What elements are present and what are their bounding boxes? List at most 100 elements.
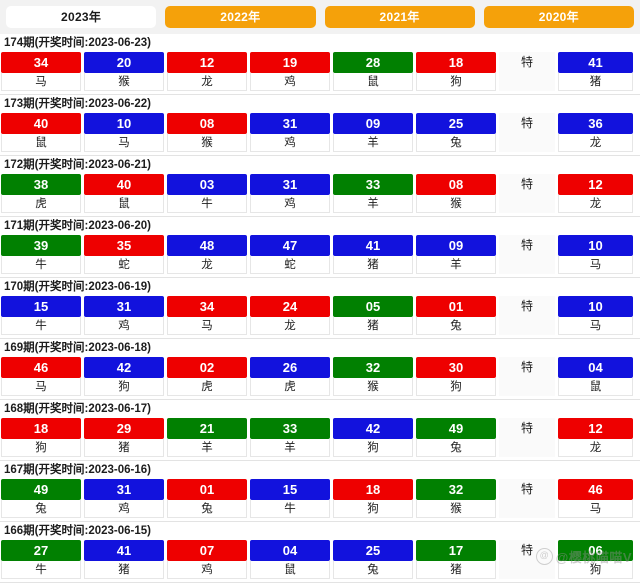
tab-year-2020[interactable]: 2020年 (483, 6, 634, 28)
draw-title: 170期(开奖时间:2023-06-19) (4, 281, 152, 293)
ball-cell: 03 牛 (167, 174, 247, 213)
ball-cell: 28 鼠 (333, 52, 413, 91)
ball-row: 40 鼠 10 马 08 猴 31 鸡 09 羊 25 兔 特 36 龙 (0, 113, 640, 155)
ball-cell: 46 马 (1, 357, 81, 396)
ball-number: 40 (84, 174, 164, 195)
ball-number: 21 (167, 418, 247, 439)
ball-zodiac: 羊 (250, 439, 330, 457)
ball-number: 25 (416, 113, 496, 134)
ball-zodiac: 鼠 (1, 134, 81, 152)
special-ball-cell: 10 马 (558, 296, 633, 335)
special-marker-column: 特 (499, 418, 555, 457)
ball-cell: 15 牛 (1, 296, 81, 335)
ball-number: 42 (333, 418, 413, 439)
ball-number: 12 (167, 52, 247, 73)
special-ball-zodiac: 鼠 (558, 378, 633, 396)
special-ball-cell: 12 龙 (558, 174, 633, 213)
ball-number: 46 (1, 357, 81, 378)
ball-number: 08 (167, 113, 247, 134)
special-ball-zodiac: 狗 (558, 561, 633, 579)
tab-year-2023[interactable]: 2023年 (6, 6, 157, 28)
tab-year-2022[interactable]: 2022年 (165, 6, 316, 28)
special-marker-label: 特 (520, 299, 533, 313)
special-ball-zodiac: 龙 (558, 134, 633, 152)
ball-zodiac: 牛 (250, 500, 330, 518)
special-ball-number: 10 (558, 235, 633, 256)
ball-zodiac: 猪 (84, 439, 164, 457)
ball-cell: 30 狗 (416, 357, 496, 396)
ball-cell: 34 马 (167, 296, 247, 335)
ball-number: 38 (1, 174, 81, 195)
ball-cell: 42 狗 (333, 418, 413, 457)
special-ball-number: 06 (558, 540, 633, 561)
ball-number: 20 (84, 52, 164, 73)
special-marker-column: 特 (499, 540, 555, 579)
ball-row: 27 牛 41 猪 07 鸡 04 鼠 25 兔 17 猪特 06 狗 (0, 540, 640, 582)
ball-zodiac: 虎 (1, 195, 81, 213)
draw-row: 171期(开奖时间:2023-06-20) 39 牛 35 蛇 48 龙 47 蛇 41 猪 09 羊特… (0, 217, 640, 278)
ball-number: 33 (250, 418, 330, 439)
special-ball-cell: 36 龙 (558, 113, 633, 152)
special-ball-zodiac: 龙 (558, 195, 633, 213)
ball-number: 31 (250, 174, 330, 195)
ball-cell: 01 兔 (416, 296, 496, 335)
ball-cell: 07 鸡 (167, 540, 247, 579)
ball-cell: 31 鸡 (84, 479, 164, 518)
ball-number: 26 (250, 357, 330, 378)
ball-number: 03 (167, 174, 247, 195)
ball-zodiac: 鸡 (250, 73, 330, 91)
ball-cell: 15 牛 (250, 479, 330, 518)
ball-zodiac: 狗 (333, 439, 413, 457)
ball-cell: 40 鼠 (84, 174, 164, 213)
ball-number: 02 (167, 357, 247, 378)
ball-cell: 19 鸡 (250, 52, 330, 91)
ball-cell: 05 猪 (333, 296, 413, 335)
ball-zodiac: 蛇 (250, 256, 330, 274)
special-marker-column: 特 (499, 296, 555, 335)
ball-zodiac: 兔 (1, 500, 81, 518)
ball-cell: 25 兔 (416, 113, 496, 152)
ball-zodiac: 狗 (84, 378, 164, 396)
ball-row: 18 狗 29 猪 21 羊 33 羊 42 狗 49 兔特 12 龙 (0, 418, 640, 460)
ball-zodiac: 鼠 (333, 73, 413, 91)
special-marker-column: 特 (499, 174, 555, 213)
ball-cell: 31 鸡 (250, 113, 330, 152)
ball-zodiac: 鸡 (250, 195, 330, 213)
ball-zodiac: 蛇 (84, 256, 164, 274)
special-ball-number: 36 (558, 113, 633, 134)
ball-cell: 40 鼠 (1, 113, 81, 152)
ball-number: 09 (333, 113, 413, 134)
ball-zodiac: 羊 (416, 256, 496, 274)
ball-cell: 20 猴 (84, 52, 164, 91)
draw-title: 169期(开奖时间:2023-06-18) (4, 342, 152, 354)
tab-year-2021[interactable]: 2021年 (324, 6, 475, 28)
ball-number: 42 (84, 357, 164, 378)
ball-cell: 18 狗 (333, 479, 413, 518)
special-ball-zodiac: 马 (558, 500, 633, 518)
ball-zodiac: 马 (167, 317, 247, 335)
special-ball-cell: 10 马 (558, 235, 633, 274)
ball-zodiac: 猪 (333, 317, 413, 335)
ball-number: 28 (333, 52, 413, 73)
ball-cell: 17 猪 (416, 540, 496, 579)
ball-cell: 31 鸡 (84, 296, 164, 335)
ball-cell: 24 龙 (250, 296, 330, 335)
draw-title: 166期(开奖时间:2023-06-15) (4, 525, 152, 537)
ball-cell: 31 鸡 (250, 174, 330, 213)
ball-number: 32 (333, 357, 413, 378)
year-tab-bar: 2023年 2022年 2021年 2020年 (0, 0, 640, 34)
ball-zodiac: 羊 (333, 134, 413, 152)
ball-zodiac: 虎 (167, 378, 247, 396)
ball-row: 38 虎 40 鼠 03 牛 31 鸡 33 羊 08 猴 特 12 龙 (0, 174, 640, 216)
special-ball-cell: 04 鼠 (558, 357, 633, 396)
special-marker-label: 特 (520, 421, 533, 435)
ball-number: 10 (84, 113, 164, 134)
ball-row: 46 马 42 狗 02 虎 26 虎 32 猴 30 狗特 04 鼠 (0, 357, 640, 399)
special-ball-zodiac: 猪 (558, 73, 633, 91)
draw-row: 174期(开奖时间:2023-06-23) 34 马 20 猴 12 龙 19 鸡 28 鼠 18 狗 特… (0, 34, 640, 95)
ball-number: 17 (416, 540, 496, 561)
ball-number: 39 (1, 235, 81, 256)
ball-number: 32 (416, 479, 496, 500)
ball-number: 01 (167, 479, 247, 500)
ball-number: 35 (84, 235, 164, 256)
